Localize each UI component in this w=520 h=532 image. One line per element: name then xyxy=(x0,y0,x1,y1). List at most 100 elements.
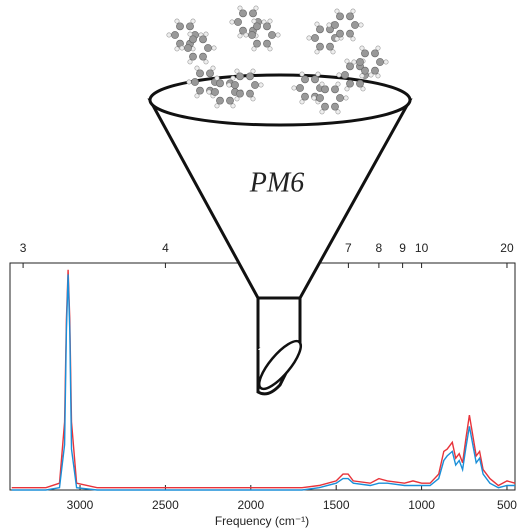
c-atom xyxy=(189,52,197,61)
top-tick-label: 9 xyxy=(399,241,406,255)
c-atom xyxy=(248,31,256,39)
h-atom xyxy=(194,65,200,71)
h-atom xyxy=(335,81,341,87)
c-atom xyxy=(189,35,197,44)
c-atom xyxy=(204,44,212,52)
h-atom xyxy=(179,45,185,51)
top-tick-label: 4 xyxy=(162,241,169,255)
h-atom xyxy=(275,32,281,38)
c-atom xyxy=(336,12,344,21)
funnel-label: PM6 xyxy=(249,167,304,198)
h-atom xyxy=(187,59,193,65)
c-atom xyxy=(321,85,329,94)
c-atom xyxy=(199,52,207,61)
h-atom xyxy=(306,35,312,41)
x-tick-label: 1500 xyxy=(323,498,350,512)
h-atom xyxy=(251,18,257,24)
h-atom xyxy=(330,49,336,55)
h-atom xyxy=(359,45,365,51)
c-atom xyxy=(301,75,309,84)
h-atom xyxy=(359,73,365,79)
x-axis-title: Frequency (cm⁻¹) xyxy=(215,514,309,528)
h-atom xyxy=(214,75,220,81)
c-atom xyxy=(361,49,369,58)
c-atom xyxy=(263,22,271,31)
h-atom xyxy=(237,33,243,39)
c-atom xyxy=(346,62,354,71)
c-atom xyxy=(231,81,239,89)
c-atom xyxy=(376,58,384,66)
c-atom xyxy=(186,22,194,31)
x-tick-label: 2500 xyxy=(152,498,179,512)
h-atom xyxy=(174,18,180,24)
c-atom xyxy=(196,86,204,95)
c-atom xyxy=(251,81,259,89)
top-tick-label: 8 xyxy=(376,241,383,255)
h-atom xyxy=(375,45,381,51)
h-atom xyxy=(166,32,172,38)
h-atom xyxy=(326,22,332,28)
c-atom xyxy=(191,78,199,86)
c-atom xyxy=(331,85,339,94)
x-tick-label: 1000 xyxy=(408,498,435,512)
top-tick-label: 10 xyxy=(415,241,429,255)
h-atom xyxy=(319,81,325,87)
h-atom xyxy=(344,58,350,64)
c-atom xyxy=(199,35,207,44)
x-tick-label: 3000 xyxy=(67,498,94,512)
h-atom xyxy=(315,71,321,77)
h-atom xyxy=(226,82,232,88)
c-atom xyxy=(316,94,324,102)
h-atom xyxy=(250,96,256,102)
c-atom xyxy=(226,96,234,105)
h-atom xyxy=(234,96,240,102)
h-atom xyxy=(334,36,340,42)
h-atom xyxy=(291,85,297,91)
c-atom xyxy=(331,21,339,29)
x-tick-label: 2000 xyxy=(237,498,264,512)
c-atom xyxy=(211,88,219,96)
h-atom xyxy=(250,68,256,74)
c-atom xyxy=(184,44,192,52)
top-tick-label: 20 xyxy=(500,241,514,255)
h-atom xyxy=(230,103,236,109)
h-atom xyxy=(203,31,209,37)
c-atom xyxy=(301,92,309,101)
c-atom xyxy=(351,21,359,29)
c-atom xyxy=(253,39,261,48)
h-atom xyxy=(350,8,356,14)
h-atom xyxy=(267,46,273,52)
c-atom xyxy=(371,49,379,58)
h-atom xyxy=(214,103,220,109)
h-atom xyxy=(383,59,389,65)
h-atom xyxy=(234,68,240,74)
h-atom xyxy=(334,8,340,14)
h-atom xyxy=(229,19,235,25)
c-atom xyxy=(346,79,354,88)
h-atom xyxy=(186,79,192,85)
h-atom xyxy=(314,21,320,27)
h-atom xyxy=(253,5,259,11)
h-atom xyxy=(203,59,209,65)
h-atom xyxy=(335,109,341,115)
h-atom xyxy=(350,36,356,42)
h-atom xyxy=(194,93,200,99)
h-atom xyxy=(251,46,257,52)
h-atom xyxy=(314,49,320,55)
h-atom xyxy=(230,75,236,81)
h-atom xyxy=(187,31,193,37)
c-atom xyxy=(176,22,184,31)
c-atom xyxy=(346,29,354,38)
h-atom xyxy=(210,65,216,71)
molecules xyxy=(166,5,389,115)
h-atom xyxy=(174,46,180,52)
h-atom xyxy=(258,82,264,88)
c-atom xyxy=(361,66,369,75)
h-atom xyxy=(358,22,364,28)
c-atom xyxy=(341,71,349,79)
c-atom xyxy=(246,89,254,98)
h-atom xyxy=(351,59,357,65)
c-atom xyxy=(239,26,247,35)
funnel xyxy=(147,73,413,396)
